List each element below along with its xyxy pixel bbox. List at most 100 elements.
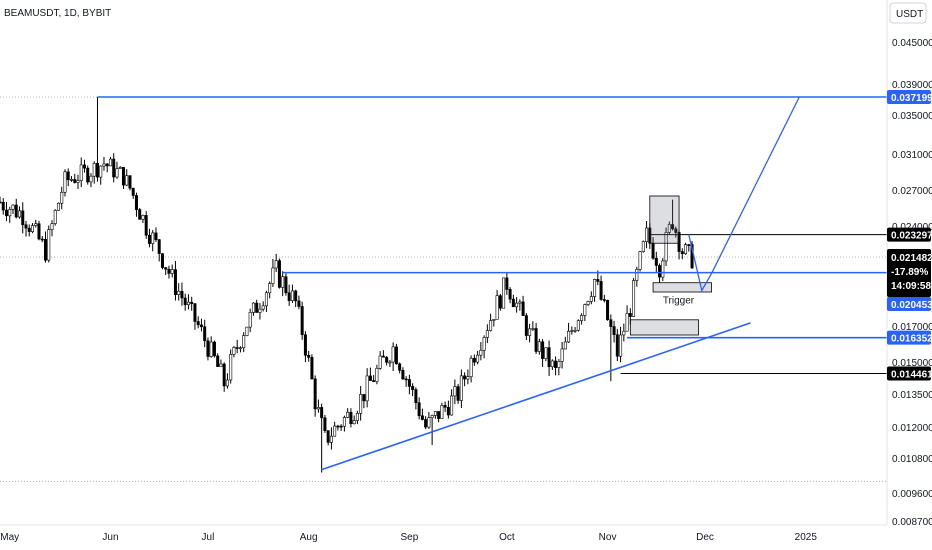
price-tick-label: 0.008700 xyxy=(892,517,932,528)
candle-down xyxy=(193,303,197,322)
candle-up xyxy=(219,363,223,367)
candle-up xyxy=(482,337,486,351)
candle-down xyxy=(326,430,330,443)
candle-up xyxy=(99,165,103,178)
candle-down xyxy=(511,298,515,308)
candle-down xyxy=(498,295,502,309)
candle-up xyxy=(427,417,431,428)
candle-up xyxy=(684,244,688,255)
time-tick-label: Nov xyxy=(599,532,617,543)
candle-down xyxy=(651,242,655,259)
candle-up xyxy=(50,223,54,230)
candle-up xyxy=(76,180,80,183)
candle-up xyxy=(92,163,96,177)
candle-up xyxy=(11,204,15,210)
candle-down xyxy=(674,228,678,233)
price-level-value: 0.037199 xyxy=(891,93,932,104)
candle-down xyxy=(180,290,184,299)
candle-up xyxy=(261,305,265,310)
candle-down xyxy=(222,363,226,387)
time-tick-label: Dec xyxy=(696,532,714,543)
candle-up xyxy=(453,386,457,397)
candle-up xyxy=(570,330,574,332)
candle-up xyxy=(391,346,395,363)
candle-down xyxy=(24,224,28,229)
price-level-tag xyxy=(887,366,931,381)
candle-up xyxy=(79,164,83,181)
candle-down xyxy=(407,379,411,387)
candle-up xyxy=(281,276,285,288)
candle-up xyxy=(274,260,278,269)
price-tick-label: 0.010800 xyxy=(892,454,932,465)
candle-up xyxy=(479,349,483,356)
candle-down xyxy=(255,302,259,313)
candle-down xyxy=(505,277,509,290)
candle-up xyxy=(459,375,463,401)
candle-down xyxy=(615,334,619,357)
currency-box[interactable] xyxy=(889,2,927,24)
candle-down xyxy=(157,239,161,254)
candle-down xyxy=(131,187,135,196)
candle-down xyxy=(199,324,203,328)
candle-up xyxy=(251,302,255,313)
candle-down xyxy=(385,356,389,363)
candle-down xyxy=(216,355,220,367)
candle-down xyxy=(303,334,307,356)
price-level-value: 0.023297 xyxy=(891,231,932,242)
candle-down xyxy=(411,386,415,390)
support-level-tag xyxy=(887,296,931,311)
price-level-value: 0.016352 xyxy=(891,334,932,345)
candle-down xyxy=(446,406,450,416)
candle-up xyxy=(433,411,437,416)
candle-down xyxy=(287,292,291,301)
candle-up xyxy=(661,260,665,278)
time-axis[interactable]: May Jun Jul Aug Sep Oct Nov Dec 2025 xyxy=(0,532,817,543)
candle-down xyxy=(437,411,441,419)
candle-up xyxy=(290,290,294,301)
candle-down xyxy=(602,299,606,301)
candle-up xyxy=(238,347,242,350)
price-tick-label: 0.013500 xyxy=(892,390,932,401)
price-tags: 0.037199 0.023297 0.021482 -17.89% 14:09:58 0… xyxy=(887,90,932,381)
currency-label: USDT xyxy=(896,9,923,20)
price-tick-label: 0.012000 xyxy=(892,423,932,434)
candle-up xyxy=(450,395,454,416)
candle-down xyxy=(128,175,132,189)
candles xyxy=(0,97,694,473)
last-price-value: 0.021482 xyxy=(891,253,932,264)
candle-down xyxy=(147,234,151,244)
candle-up xyxy=(531,328,535,330)
candle-up xyxy=(593,279,597,297)
candle-up xyxy=(515,302,519,308)
candle-up xyxy=(316,407,320,410)
candle-up xyxy=(645,227,649,242)
candle-up xyxy=(60,191,64,204)
candle-down xyxy=(472,357,476,363)
price-tick-label: 0.045000 xyxy=(892,38,932,49)
candle-down xyxy=(86,167,90,183)
candle-down xyxy=(21,210,25,226)
candle-up xyxy=(108,158,112,167)
candle-up xyxy=(125,175,129,186)
candle-down xyxy=(0,201,2,204)
candle-up xyxy=(469,357,473,377)
candle-down xyxy=(417,402,421,417)
price-tick-label: 0.017000 xyxy=(892,322,932,333)
candle-up xyxy=(225,379,229,387)
candle-down xyxy=(323,417,327,431)
candle-down xyxy=(167,268,171,274)
candle-up xyxy=(355,413,359,421)
candle-up xyxy=(248,312,252,328)
candle-down xyxy=(183,297,187,306)
candle-down xyxy=(212,341,216,357)
time-tick-label: Oct xyxy=(499,532,515,543)
candle-up xyxy=(667,224,671,233)
candle-down xyxy=(671,224,675,230)
candle-down xyxy=(173,269,177,295)
candle-up xyxy=(563,341,567,350)
candle-up xyxy=(557,361,561,368)
candle-down xyxy=(456,386,460,401)
candle-down xyxy=(599,281,603,300)
candle-up xyxy=(576,320,580,331)
